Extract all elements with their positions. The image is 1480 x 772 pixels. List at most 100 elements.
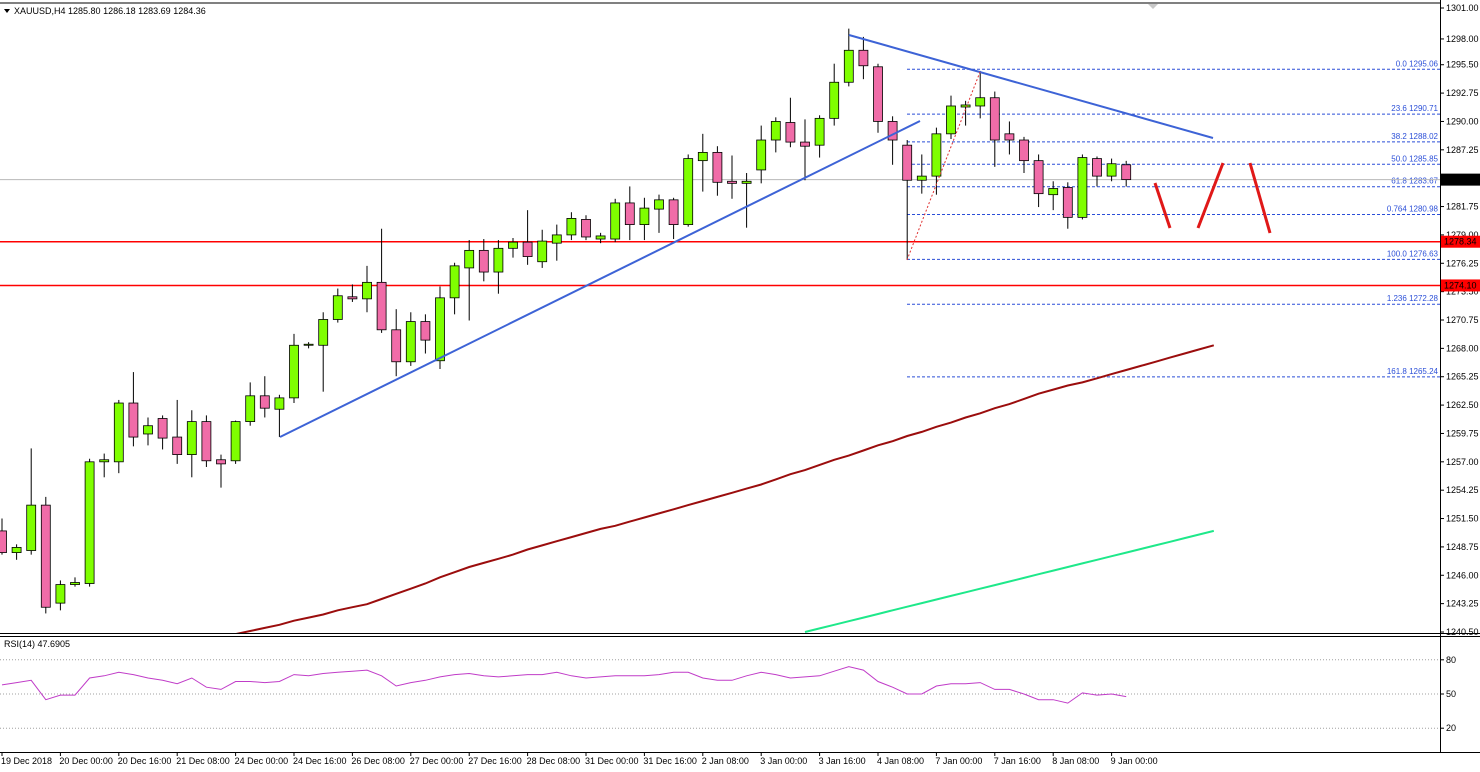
- candle-body: [960, 104, 971, 108]
- x-tick-label: 24 Dec 16:00: [293, 756, 347, 766]
- candle-body: [1048, 188, 1059, 196]
- fib-price-label: 1295.06: [1409, 59, 1438, 68]
- y-tick-label: 1246.00: [1446, 570, 1479, 580]
- candle-body: [420, 321, 431, 341]
- candle-body: [610, 202, 621, 240]
- price-tag-label: 1278.34: [1444, 237, 1477, 247]
- y-tick-label: 50: [1446, 689, 1456, 699]
- x-tick-label: 26 Dec 08:00: [351, 756, 405, 766]
- y-tick-label: 1298.00: [1446, 34, 1479, 44]
- fib-label: 61.8 1283.67: [1391, 177, 1438, 186]
- candle-body: [55, 584, 66, 604]
- y-tick-label: 1290.00: [1446, 116, 1479, 126]
- y-tick-label: 1273.50: [1446, 287, 1479, 297]
- fib-level-label: 100.0: [1387, 249, 1408, 258]
- x-tick-label: 7 Jan 00:00: [935, 756, 982, 766]
- fib-label: 50.0 1285.85: [1391, 154, 1438, 163]
- fib-label: 38.2 1288.02: [1391, 132, 1438, 141]
- header-open: 1285.80: [68, 6, 101, 16]
- y-tick-label: 1240.50: [1446, 627, 1479, 637]
- price-tag: [1441, 173, 1480, 186]
- fib-price-label: 1288.02: [1409, 132, 1438, 141]
- x-tick-label: 2 Jan 08:00: [702, 756, 749, 766]
- candle-body: [624, 202, 635, 225]
- candle-body: [274, 397, 285, 410]
- header-close: 1284.36: [173, 6, 206, 16]
- fib-level-label: 0.764: [1387, 204, 1408, 213]
- rsi-line: [1, 666, 1127, 704]
- candle-body: [683, 158, 694, 225]
- trend-lines: [279, 34, 1214, 438]
- axes: 1301.00 1298.00 1295.50 1292.75 1290.00 1287.…: [1, 3, 1480, 766]
- candle-body: [727, 180, 737, 184]
- candle-body: [668, 199, 679, 225]
- fib-anchor: [906, 71, 981, 261]
- y-tick-label: 1248.75: [1446, 542, 1479, 552]
- candle-body: [712, 151, 723, 183]
- rsi-label: RSI(14) 47.6905: [4, 639, 70, 649]
- x-tick-label: 3 Jan 00:00: [760, 756, 807, 766]
- y-tick-label: 20: [1446, 723, 1456, 733]
- fib-price-label: 1276.63: [1409, 249, 1438, 258]
- header-low: 1283.69: [138, 6, 171, 16]
- fib-level-label: 23.6: [1391, 104, 1407, 113]
- fib-price-label: 1285.85: [1409, 154, 1438, 163]
- y-tick-label: 1259.75: [1446, 428, 1479, 438]
- candle-body: [814, 117, 825, 146]
- y-tick-label: 1243.25: [1446, 599, 1479, 609]
- candle-body: [654, 199, 664, 210]
- candle-body: [201, 421, 212, 462]
- header-marker: [4, 9, 10, 13]
- fib-label: 161.8 1265.24: [1387, 367, 1439, 376]
- x-tick-label: 8 Jan 08:00: [1052, 756, 1099, 766]
- candle-body: [464, 249, 475, 269]
- candle-body: [376, 281, 387, 331]
- candle-body: [84, 461, 95, 584]
- candle-body: [975, 97, 986, 107]
- fib-label: 0.764 1280.98: [1387, 204, 1439, 213]
- candle-body: [230, 421, 241, 462]
- candle-body: [362, 281, 372, 300]
- candle-body: [537, 240, 548, 263]
- y-tick-label: 1262.50: [1446, 400, 1479, 410]
- candle-body: [99, 459, 110, 463]
- x-tick-label: 27 Dec 16:00: [468, 756, 522, 766]
- candle-body: [449, 265, 460, 299]
- fib-level-label: 61.8: [1391, 177, 1407, 186]
- candle-body: [697, 151, 708, 162]
- price-tag-label: 1274.10: [1444, 280, 1477, 290]
- fib-level-label: 38.2: [1391, 132, 1407, 141]
- fib-price-label: 1280.98: [1409, 204, 1438, 213]
- candle-body: [946, 105, 956, 135]
- candle-body: [1092, 158, 1102, 177]
- y-tick-label: 1287.25: [1446, 145, 1479, 155]
- candle-body: [493, 247, 504, 273]
- candle-body: [508, 241, 518, 249]
- y-tick-label: 1268.00: [1446, 343, 1479, 353]
- x-tick-label: 20 Dec 00:00: [59, 756, 113, 766]
- fib-level-label: 1.236: [1387, 294, 1408, 303]
- candle-body: [756, 139, 767, 171]
- fib-label: 0.0 1295.06: [1396, 59, 1439, 68]
- y-tick-label: 1254.25: [1446, 485, 1479, 495]
- y-tick-label: 1270.75: [1446, 315, 1479, 325]
- candle-body: [128, 402, 139, 438]
- candle-body: [595, 235, 606, 240]
- fib-price-label: 1265.24: [1409, 367, 1438, 376]
- candle-body: [873, 66, 883, 122]
- shift-marker: [1148, 4, 1158, 9]
- fib-price-label: 1272.28: [1409, 294, 1438, 303]
- forecast-arrows: [1153, 162, 1272, 234]
- price-tag: [1441, 235, 1480, 248]
- candle-body: [11, 547, 22, 553]
- candle-body: [522, 241, 533, 257]
- candle-body: [478, 249, 489, 273]
- price-tag-label: 1284.36: [1444, 175, 1477, 185]
- candle-body: [216, 459, 226, 465]
- candle-body: [1121, 164, 1132, 181]
- candle-body: [113, 402, 124, 463]
- y-tick-label: 1257.00: [1446, 457, 1479, 467]
- candle-body: [143, 425, 153, 435]
